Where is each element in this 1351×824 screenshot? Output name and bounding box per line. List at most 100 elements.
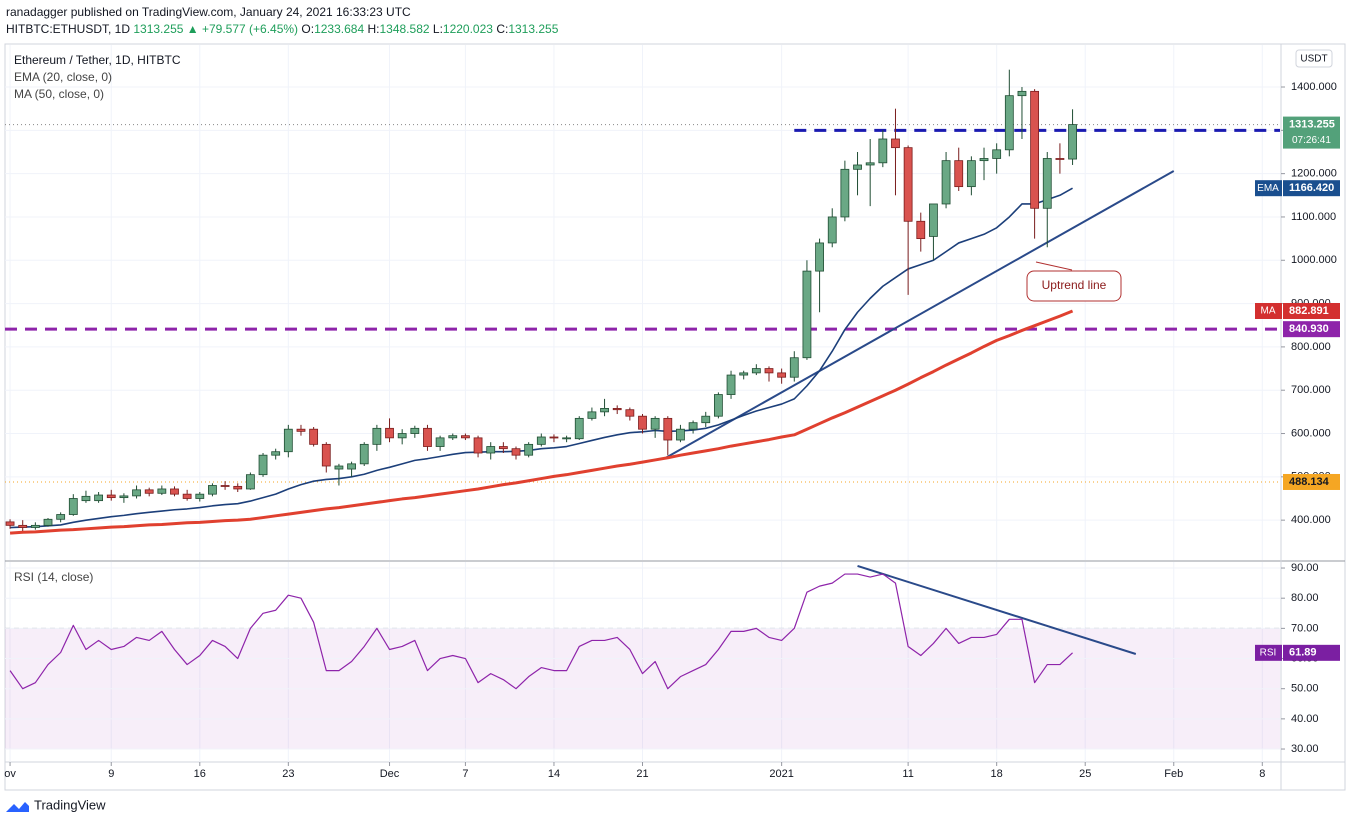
chart-title: Ethereum / Tether, 1D, HITBTC	[14, 53, 181, 67]
candle-body	[233, 485, 243, 490]
candle-body	[992, 149, 1002, 159]
x-tick-label: 2021	[769, 768, 793, 780]
annotation-text: Uptrend line	[1042, 278, 1107, 292]
candle-body	[625, 409, 635, 417]
candle-body	[385, 427, 394, 439]
candle-body	[789, 357, 799, 378]
candle-body	[410, 427, 420, 434]
ema-legend: EMA (20, close, 0)	[14, 70, 112, 84]
candle-body	[612, 408, 622, 411]
candle-body	[764, 368, 774, 374]
countdown: 07:26:41	[1292, 135, 1331, 146]
x-tick-label: 9	[108, 768, 114, 780]
indicator-line	[9, 309, 1074, 535]
candle-body	[1055, 158, 1065, 160]
rsi-badge: 61.89	[1289, 647, 1317, 659]
candle-body	[473, 437, 483, 454]
candle-body	[726, 374, 736, 395]
trendline	[857, 564, 1137, 655]
candle-body	[676, 428, 685, 441]
rsi-tick-label: 40.00	[1291, 713, 1319, 725]
candle-body	[929, 203, 938, 237]
candle-body	[144, 489, 154, 494]
candle-body	[827, 216, 837, 244]
x-tick-label: 18	[991, 768, 1003, 780]
x-tick-label: Feb	[1164, 768, 1183, 780]
candle-body	[30, 524, 40, 528]
candle-body	[739, 372, 749, 376]
candle-body	[245, 474, 255, 490]
rsi-badge-tag: RSI	[1260, 647, 1277, 658]
symbol-line: HITBTC:ETHUSDT, 1D 1313.255 ▲ +79.577 (+…	[6, 22, 558, 36]
candle-body	[751, 368, 761, 374]
candle-body	[688, 422, 698, 430]
x-tick-label: 25	[1079, 768, 1091, 780]
candle-body	[549, 436, 559, 439]
candle-body	[106, 494, 116, 499]
indicator-badge: 882.891	[1289, 305, 1329, 317]
y-tick-label: 1000.000	[1291, 254, 1337, 266]
y-tick-label: 400.000	[1291, 514, 1331, 526]
indicator-line	[10, 187, 1073, 529]
y-tick-label: 600.000	[1291, 427, 1331, 439]
candle-body	[536, 436, 546, 445]
trendline	[666, 170, 1175, 459]
candle-body	[1068, 124, 1077, 160]
candle-body	[81, 495, 91, 502]
change-value: +79.577 (+6.45%)	[201, 22, 299, 36]
candle-body	[587, 411, 597, 419]
indicator-badge-tag: EMA	[1257, 183, 1279, 194]
indicator-badge-tag: MA	[1261, 306, 1276, 317]
candle-body	[423, 427, 432, 447]
candle-body	[195, 493, 205, 499]
y-tick-label: 1100.000	[1291, 211, 1336, 223]
candle-body	[18, 524, 28, 528]
candle-body	[43, 518, 53, 526]
candle-body	[486, 446, 496, 454]
candle-body	[511, 448, 521, 456]
x-tick-label: 23	[282, 768, 294, 780]
candle-body	[271, 451, 281, 456]
symbol: HITBTC:ETHUSDT, 1D	[6, 22, 131, 36]
candle-body	[802, 270, 812, 359]
indicator-badge-tag-bg	[1255, 302, 1282, 319]
last-badge: 1313.255	[1289, 118, 1335, 130]
candle-body	[891, 138, 900, 149]
y-tick-label: 700.000	[1291, 384, 1331, 396]
rsi-pane	[5, 562, 1280, 762]
annotation-arrow	[1035, 261, 1073, 271]
candle-body	[182, 493, 192, 499]
candle-body	[359, 443, 369, 465]
last-price: 1313.255	[133, 22, 184, 36]
ohlc-value: 1220.023	[442, 22, 493, 36]
change: ▲ +79.577 (+6.45%)	[186, 22, 299, 36]
y-tick-label: 1400.000	[1291, 81, 1337, 93]
ohlc-value: 1313.255	[508, 22, 559, 36]
brand: TradingView	[34, 797, 106, 812]
y-tick-label: 800.000	[1291, 341, 1331, 353]
rsi-line	[9, 573, 1073, 690]
x-tick-label: 14	[548, 768, 560, 780]
rsi-tick-label: 90.00	[1291, 562, 1319, 574]
candle-body	[638, 415, 647, 430]
x-tick-label: ov	[4, 768, 16, 780]
candle-body	[461, 435, 470, 439]
rsi-tick-label: 30.00	[1291, 743, 1319, 755]
candle-body	[701, 415, 711, 424]
candle-body	[498, 446, 508, 450]
axes: ov91623Dec714212021111825Feb8400.000500.…	[4, 81, 1340, 780]
ohlc-key: H:	[367, 22, 380, 36]
candle-body	[1030, 90, 1040, 209]
level-badge: 840.930	[1289, 323, 1329, 335]
candle-body	[208, 485, 217, 495]
ohlc-value: 1348.582	[379, 22, 430, 36]
x-tick-label: Dec	[380, 768, 400, 780]
candle-body	[170, 488, 179, 495]
candle-body	[663, 417, 673, 441]
candle-body	[966, 160, 976, 188]
candle-body	[916, 220, 926, 240]
candle-body	[853, 164, 862, 170]
x-tick-label: 8	[1259, 768, 1265, 780]
rsi-tick-label: 80.00	[1291, 592, 1319, 604]
